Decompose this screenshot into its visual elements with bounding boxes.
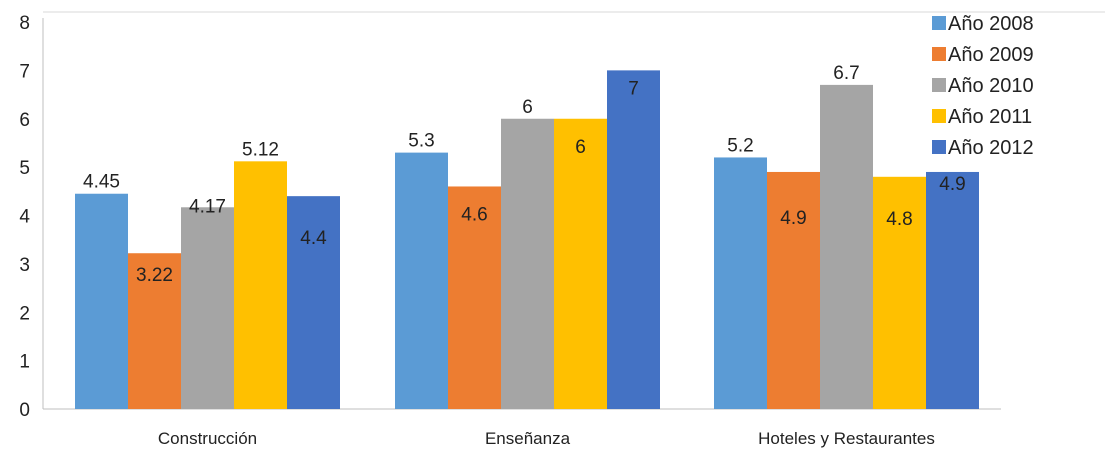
data-label: 4.6 [461, 204, 487, 225]
data-label: 5.12 [242, 139, 279, 160]
bar [395, 152, 448, 410]
y-tick-label: 4 [19, 207, 30, 228]
legend-label: Año 2010 [948, 75, 1034, 97]
data-label: 4.9 [939, 174, 965, 195]
legend-swatch [932, 47, 946, 61]
legend-label: Año 2009 [948, 44, 1034, 66]
data-label: 6.7 [833, 63, 859, 84]
data-label: 5.2 [727, 135, 753, 156]
y-axis-ticks: 0 1 2 3 4 5 6 7 8 [19, 13, 30, 421]
y-tick-label: 5 [19, 158, 30, 179]
bar [287, 196, 340, 409]
y-tick-label: 7 [19, 61, 30, 82]
legend-swatch [932, 109, 946, 123]
x-tick-label: Enseñanza [485, 429, 571, 448]
legend-swatch [932, 140, 946, 154]
legend: Año 2008 Año 2009 Año 2010 Año 2011 Año 2012 [932, 13, 1034, 159]
bar [714, 157, 767, 409]
data-labels: 4.45 5.3 5.2 3.22 4.6 4.9 4.17 6 6.7 5.12 6 4.8 4.4 7… [83, 63, 966, 286]
legend-swatch [932, 16, 946, 30]
data-label: 6 [522, 97, 533, 118]
x-tick-label: Hoteles y Restaurantes [758, 429, 935, 448]
bar [926, 171, 979, 409]
legend-label: Año 2012 [948, 137, 1034, 159]
legend-label: Año 2011 [948, 106, 1032, 128]
bars-group [75, 70, 979, 410]
y-tick-label: 1 [19, 352, 30, 373]
data-label: 4.17 [189, 196, 226, 217]
data-label: 5.3 [408, 131, 434, 152]
bar [181, 207, 234, 409]
data-label: 4.9 [780, 208, 806, 229]
x-tick-label: Construcción [158, 429, 257, 448]
bar [501, 118, 554, 409]
legend-label: Año 2008 [948, 13, 1034, 35]
data-label: 4.45 [83, 172, 120, 193]
data-label: 7 [628, 78, 639, 99]
legend-swatch [932, 78, 946, 92]
bar [820, 84, 873, 409]
bar [75, 193, 128, 409]
bar [767, 171, 820, 409]
data-label: 4.4 [300, 228, 327, 249]
y-tick-label: 0 [19, 400, 30, 421]
y-tick-label: 8 [19, 13, 30, 34]
data-label: 4.8 [886, 209, 912, 230]
bar [128, 253, 181, 409]
x-axis-ticks: Construcción Enseñanza Hoteles y Restauran… [158, 429, 935, 448]
y-tick-label: 3 [19, 255, 30, 276]
bar [234, 161, 287, 409]
y-tick-label: 6 [19, 110, 30, 131]
bar [607, 70, 660, 409]
bar [448, 186, 501, 409]
bar [873, 176, 926, 409]
y-tick-label: 2 [19, 303, 30, 324]
bar [554, 118, 607, 409]
data-label: 3.22 [136, 265, 173, 286]
data-label: 6 [575, 137, 586, 158]
